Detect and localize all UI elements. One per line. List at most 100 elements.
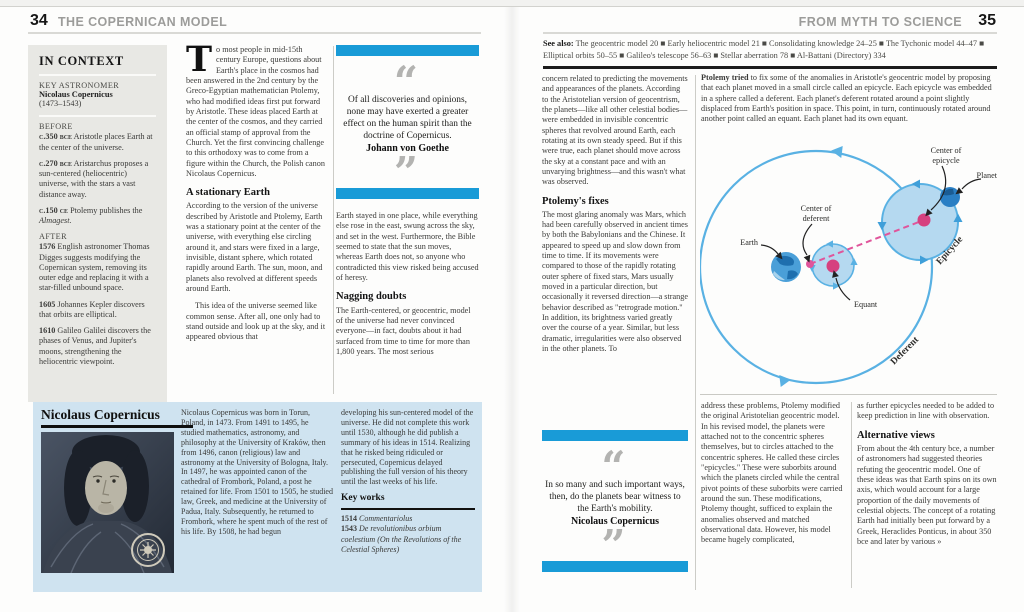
see-also-rule — [543, 66, 997, 69]
quote-bottom-bar — [336, 188, 479, 200]
timeline-text: Aristotle places Earth at the center of … — [39, 132, 153, 152]
planet-dot — [940, 187, 960, 207]
page-gutter — [504, 7, 520, 612]
timeline-entry: c.150 ce Ptolemy publishes the Almagest. — [39, 206, 156, 227]
key-work-year: 1543 — [341, 524, 357, 534]
body-paragraph: The Earth-centered, or geocentric, model… — [336, 305, 471, 356]
center-of-deferent-label: Center of — [801, 204, 832, 213]
key-work-entry: 1543 De revolutionibus orbium coelestium… — [341, 524, 475, 555]
quote-bottom-bar — [542, 561, 688, 573]
page-top-edge — [0, 0, 1024, 7]
right-column-2: address these problems, Ptolemy modified… — [701, 401, 848, 553]
see-also-label: See also: — [543, 39, 574, 48]
before-label: BEFORE — [39, 122, 73, 132]
drop-cap: T — [186, 39, 213, 80]
continuation-text: Earth stayed in one place, while everyth… — [336, 211, 479, 357]
divider — [39, 74, 156, 76]
center-of-deferent-label: deferent — [803, 214, 831, 223]
biography-text: developing his sun-centered model of the… — [341, 408, 474, 487]
key-work-year: 1514 — [341, 514, 357, 524]
key-astronomer-label: KEY ASTRONOMER — [39, 81, 120, 90]
body-paragraph: concern related to predicting the moveme… — [542, 74, 688, 187]
diagram-caption-lead: Ptolemy tried — [701, 73, 749, 82]
divider — [39, 115, 156, 118]
epicycle-diagram-svg: Center of epicycle Planet Center of defe… — [698, 146, 998, 387]
label-arrows — [760, 165, 982, 301]
body-paragraph: Earth stayed in one place, while everyth… — [336, 211, 479, 283]
key-astronomer-name: Nicolaus Copernicus — [39, 90, 113, 99]
key-astronomer-dates: (1473–1543) — [39, 99, 82, 108]
left-header-rule — [28, 32, 481, 34]
timeline-text: Galileo Galilei discovers the phases of … — [39, 326, 151, 366]
center-of-epicycle-point — [917, 213, 931, 227]
center-of-epicycle-label: Center of — [931, 146, 962, 155]
deferent-epicycle-link — [809, 219, 925, 265]
biography-title-rule — [41, 425, 193, 428]
section-heading: A stationary Earth — [186, 187, 270, 199]
timeline-year: c.270 bce — [39, 158, 73, 168]
equant-label: Equant — [854, 300, 878, 309]
see-also-items: The geocentric model 20 ■ Early heliocen… — [543, 39, 985, 61]
epicycle-arrow-icon — [877, 222, 887, 231]
section-heading: Ptolemy's fixes — [542, 195, 609, 207]
body-paragraph: The most glaring anomaly was Mars, which… — [542, 209, 688, 354]
diagram-caption-text: to fix some of the anomalies in Aristotl… — [701, 73, 992, 124]
quote-top-bar — [542, 430, 688, 441]
body-paragraph: address these problems, Ptolemy modified… — [701, 401, 843, 545]
quote-text: In so many and such important ways, then… — [545, 480, 685, 515]
equant-point — [826, 259, 840, 273]
planet-label: Planet — [977, 171, 998, 180]
timeline-year: 1610 — [39, 326, 56, 335]
equant-arrow-icon — [826, 240, 833, 248]
biography-col-1: Nicolaus Copernicus was born in Torun, P… — [181, 408, 333, 536]
copernicus-quote-block: “ In so many and such important ways, th… — [542, 430, 688, 573]
epicycle-arrow-icon — [953, 213, 963, 222]
section-heading: Alternative views — [857, 429, 935, 441]
column-divider — [333, 46, 334, 394]
quote-attribution: Nicolaus Copernicus — [570, 516, 660, 528]
copernicus-portrait — [41, 432, 174, 574]
epicycle-arrow-icon — [920, 255, 929, 265]
equant-arrow-icon — [833, 282, 840, 290]
right-running-head: FROM MYTH TO SCIENCE — [798, 15, 962, 29]
ptolemy-epicycle-diagram: Center of epicycle Planet Center of defe… — [698, 133, 1000, 393]
quote-text: Of all discoveries and opinions, none ma… — [343, 95, 472, 142]
epicycle-arrow-icon — [911, 179, 920, 189]
right-header-rule — [543, 32, 997, 34]
body-paragraph: According to the version of the universe… — [186, 201, 323, 294]
timeline-text: Aristarchus proposes a sun-centered (hel… — [39, 158, 149, 199]
key-works-rule — [341, 508, 475, 511]
quote-top-bar — [336, 45, 479, 56]
after-label: AFTER — [39, 232, 67, 242]
close-quote-icon: ” — [601, 521, 629, 571]
key-works-label: Key works — [341, 493, 385, 504]
left-column-2: “ Of all discoveries and opinions, none … — [336, 45, 479, 364]
label-arrowheads — [775, 187, 964, 278]
right-page-number: 35 — [978, 12, 996, 29]
timeline-entry: 1576 English astronomer Thomas Digges su… — [39, 242, 156, 293]
equant-arrow-icon — [850, 258, 858, 265]
column-divider — [851, 402, 852, 588]
see-also-block: See also: The geocentric model 20 ■ Earl… — [543, 38, 999, 62]
earth-label: Earth — [740, 238, 758, 247]
timeline-year: 1605 — [39, 299, 56, 309]
column-divider — [695, 75, 696, 590]
biography-title: Nicolaus Copernicus — [41, 407, 160, 422]
diagram-caption: Ptolemy tried to fix some of the anomali… — [701, 73, 998, 125]
deferent-arrow-icon — [779, 375, 791, 387]
body-paragraph: as further epicycles needed to be added … — [857, 401, 995, 421]
diagram-bottom-rule — [700, 394, 997, 395]
timeline-text-italic: Almagest. — [39, 216, 72, 225]
earth-globe — [771, 252, 801, 282]
center-of-epicycle-label: epicycle — [932, 156, 960, 165]
close-quote-icon: ” — [393, 148, 422, 198]
section-heading: Nagging doubts — [336, 291, 407, 303]
in-context-title: IN CONTEXT — [39, 54, 124, 68]
body-paragraph: This idea of the universe seemed like co… — [186, 301, 326, 342]
key-work-title: Commentariolus — [359, 514, 413, 524]
key-work-entry: 1514 Commentariolus — [341, 514, 475, 524]
left-page-number: 34 — [30, 12, 48, 29]
